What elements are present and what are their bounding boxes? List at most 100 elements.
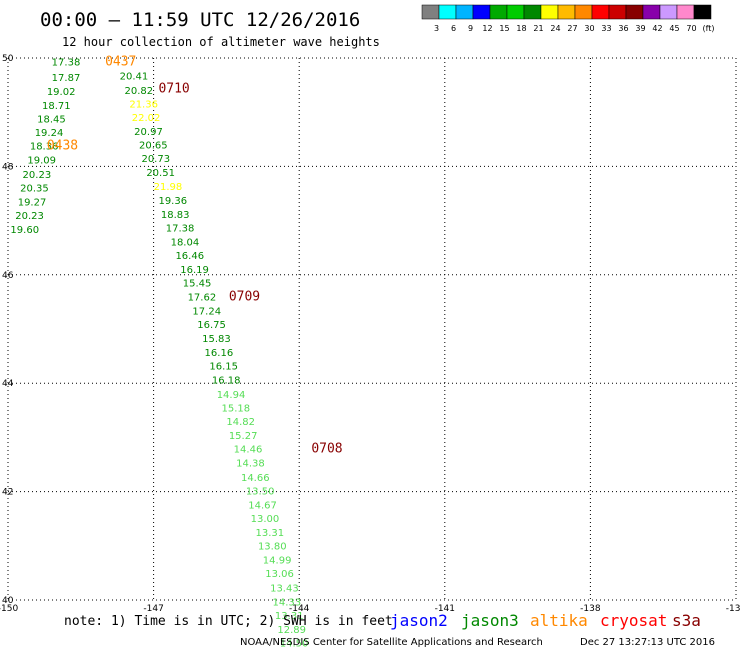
footer-note: note: 1) Time is in UTC; 2) SWH is in fe… <box>64 614 393 629</box>
wave-height-label: 14.99 <box>263 556 292 567</box>
wave-height-label: 14.67 <box>248 500 277 511</box>
colorbar-label: 18 <box>516 24 526 33</box>
wave-height-label: 19.02 <box>47 87 76 98</box>
wave-height-label: 18.04 <box>171 238 200 249</box>
satellite-legend-item: altika <box>530 611 588 630</box>
wave-height-label: 14.46 <box>234 445 263 456</box>
colorbar-legend: 3 6 9 12 15 18 21 24 27 30 33 36 39 42 45 70 (ft) <box>421 4 715 33</box>
colorbar-swatch <box>693 4 712 20</box>
colorbar-swatch <box>642 4 661 20</box>
colorbar-label: 9 <box>468 24 473 33</box>
wave-height-label: 14.50 <box>280 639 309 650</box>
wave-height-label: 19.09 <box>27 156 56 167</box>
pass-time-label: 0710 <box>158 82 189 97</box>
axis-tick-labels: -150 -147 -144 -141 -138 -135 50 48 46 44 42 40 <box>0 54 740 614</box>
pass-time-label: 0709 <box>229 289 260 304</box>
grid-lines <box>7 57 737 601</box>
colorbar-label: 27 <box>567 24 577 33</box>
y-tick-label: 48 <box>2 162 14 172</box>
colorbar-swatch <box>472 4 491 20</box>
wave-height-label: 13.43 <box>270 583 299 594</box>
wave-height-label: 15.45 <box>183 279 212 290</box>
colorbar-label: (ft) <box>702 24 714 33</box>
wave-height-label: 14.66 <box>241 473 270 484</box>
wave-height-label: 19.60 <box>10 225 39 236</box>
wave-height-label: 16.16 <box>205 348 234 359</box>
colorbar-swatch <box>506 4 525 20</box>
wave-height-label: 13.31 <box>275 611 304 622</box>
wave-height-label: 21.98 <box>154 182 183 193</box>
colorbar-label: 24 <box>550 24 560 33</box>
colorbar-label: 30 <box>584 24 594 33</box>
pass-time-label: 0437 <box>105 55 136 70</box>
wave-height-label: 14.33 <box>273 597 302 608</box>
wave-height-label: 19.24 <box>35 128 64 139</box>
colorbar-label: 12 <box>482 24 492 33</box>
pass-time-labels: 043704380710070907080707 <box>47 55 372 650</box>
satellite-legend-item: cryosat <box>600 611 667 630</box>
colorbar-swatch <box>659 4 678 20</box>
x-tick-label: -135 <box>726 604 740 614</box>
satellite-legend: jason2 jason3 altika cryosat s3a <box>390 611 701 630</box>
colorbar-swatch <box>557 4 576 20</box>
wave-height-label: 17.38 <box>166 223 195 234</box>
wave-height-label: 13.00 <box>251 514 280 525</box>
colorbar-label: 6 <box>451 24 456 33</box>
colorbar-label: 15 <box>499 24 509 33</box>
pass-time-label: 0438 <box>47 139 78 154</box>
colorbar-swatch <box>540 4 559 20</box>
wave-height-points: 17.38 17.87 19.02 18.71 18.45 19.24 18.36 19.09… <box>10 58 309 650</box>
x-tick-label: -144 <box>289 604 310 614</box>
wave-height-label: 18.83 <box>161 210 190 221</box>
wave-height-label: 20.23 <box>23 170 52 181</box>
wave-height-label: 13.80 <box>258 542 287 553</box>
y-tick-label: 40 <box>2 596 14 606</box>
wave-height-label: 20.51 <box>146 168 175 179</box>
pass-time-label: 0708 <box>311 442 342 457</box>
wave-height-label: 17.62 <box>188 292 217 303</box>
wave-height-label: 20.82 <box>124 86 153 97</box>
colorbar-label: 33 <box>601 24 611 33</box>
colorbar-label: 36 <box>618 24 628 33</box>
wave-height-label: 13.50 <box>246 486 275 497</box>
colorbar-swatch <box>489 4 508 20</box>
colorbar-label: 45 <box>669 24 679 33</box>
colorbar-swatch <box>591 4 610 20</box>
colorbar-swatch <box>625 4 644 20</box>
wave-height-label: 15.18 <box>222 403 251 414</box>
colorbar-label: 42 <box>652 24 662 33</box>
chart-title: 00:00 – 11:59 UTC 12/26/2016 <box>40 9 360 31</box>
wave-height-label: 16.18 <box>212 376 241 387</box>
wave-height-label: 13.31 <box>256 528 285 539</box>
wave-height-label: 20.35 <box>20 183 49 194</box>
wave-height-label: 16.15 <box>209 362 238 373</box>
wave-height-label: 15.27 <box>229 431 258 442</box>
wave-height-label: 16.75 <box>197 320 226 331</box>
y-tick-label: 50 <box>2 54 14 64</box>
wave-height-label: 16.19 <box>180 265 209 276</box>
wave-height-label: 12.89 <box>277 625 306 636</box>
wave-height-label: 15.83 <box>202 334 231 345</box>
colorbar-swatch <box>608 4 627 20</box>
x-tick-label: -141 <box>435 604 455 614</box>
x-tick-label: -147 <box>143 604 163 614</box>
y-tick-label: 46 <box>2 271 14 281</box>
wave-height-label: 19.36 <box>158 196 187 207</box>
wave-height-label: 14.82 <box>226 417 255 428</box>
wave-height-label: 22.02 <box>132 113 161 124</box>
wave-height-label: 20.23 <box>15 211 44 222</box>
colorbar-label: 70 <box>686 24 696 33</box>
y-tick-label: 42 <box>2 488 13 498</box>
wave-height-label: 17.87 <box>52 73 81 84</box>
wave-height-label: 18.45 <box>37 114 66 125</box>
colorbar-swatch <box>523 4 542 20</box>
satellite-legend-item: jason2 <box>390 611 448 630</box>
wave-height-label: 18.36 <box>30 142 59 153</box>
wave-height-label: 20.97 <box>134 127 163 138</box>
wave-height-label: 21.36 <box>129 99 158 110</box>
x-tick-label: -138 <box>580 604 601 614</box>
wave-height-label: 20.65 <box>139 141 168 152</box>
wave-height-label: 14.38 <box>236 459 265 470</box>
x-tick-label: -150 <box>0 604 18 614</box>
colorbar-swatch <box>574 4 593 20</box>
